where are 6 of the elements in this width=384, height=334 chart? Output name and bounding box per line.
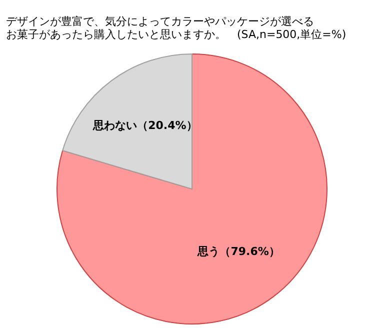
pie-slice (62, 54, 192, 190)
slice-label: 思わない（20.4%） (92, 119, 198, 132)
pie-slice (56, 54, 328, 324)
text: お菓子があったら購入したいと思いますか。 (SA,n=500,単位=%) (6, 28, 346, 41)
slice-label: 思う（79.6%） (196, 244, 280, 258)
text: デザインが豊富で、気分によってカラーやパッケージが選べる (6, 15, 314, 28)
